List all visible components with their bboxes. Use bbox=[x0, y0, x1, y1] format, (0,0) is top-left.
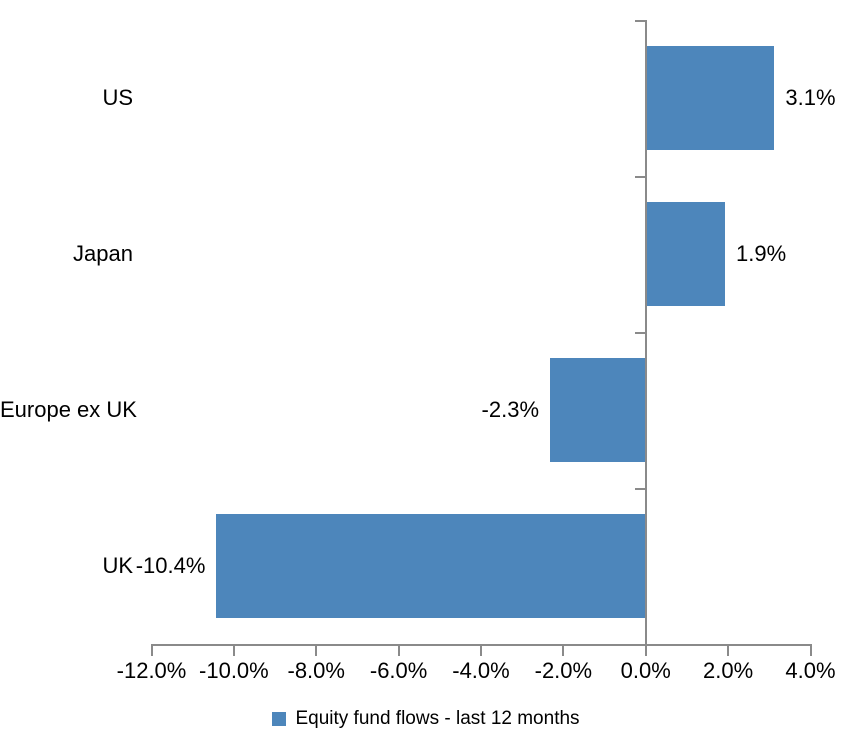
category-label: US bbox=[102, 85, 133, 110]
x-axis-tick-label: -6.0% bbox=[369, 658, 428, 683]
x-axis-tick-label: 4.0% bbox=[785, 658, 836, 683]
bar-uk bbox=[216, 514, 645, 618]
x-axis-tick bbox=[315, 646, 318, 656]
value-label: -2.3% bbox=[481, 397, 540, 422]
x-axis-tick-label: -8.0% bbox=[287, 658, 345, 683]
bar-us bbox=[646, 46, 775, 150]
x-axis-tick-label: -10.0% bbox=[199, 658, 269, 683]
x-axis-tick bbox=[562, 646, 565, 656]
value-label: 1.9% bbox=[736, 241, 787, 266]
x-axis-tick bbox=[809, 646, 812, 656]
legend-series-swatch bbox=[272, 712, 287, 726]
x-axis-tick bbox=[644, 646, 647, 656]
bar-japan bbox=[646, 202, 725, 306]
y-axis-tick bbox=[634, 332, 645, 334]
x-axis-tick-label: 2.0% bbox=[703, 658, 754, 683]
value-label: 3.1% bbox=[785, 85, 836, 110]
y-axis-tick bbox=[634, 20, 645, 22]
x-axis-tick bbox=[397, 646, 400, 656]
x-axis-tick-label: -12.0% bbox=[116, 658, 187, 683]
category-label: UK bbox=[102, 553, 133, 578]
y-axis-line bbox=[644, 20, 647, 655]
legend: Equity fund flows - last 12 months bbox=[0, 703, 852, 735]
value-label: -10.4% bbox=[135, 553, 206, 578]
x-axis-tick-label: -2.0% bbox=[534, 658, 593, 683]
y-axis-tick bbox=[634, 176, 645, 178]
category-label: Japan bbox=[73, 241, 133, 266]
y-axis-tick bbox=[634, 488, 645, 490]
x-axis-tick-label: 0.0% bbox=[620, 658, 671, 683]
x-axis-line bbox=[150, 644, 812, 646]
x-axis-tick bbox=[480, 646, 482, 656]
x-axis-tick bbox=[150, 646, 153, 656]
bar-europe-ex-uk bbox=[550, 358, 645, 462]
x-axis-tick bbox=[232, 646, 235, 656]
y-axis-tick bbox=[634, 644, 645, 646]
category-label: Europe ex UK bbox=[0, 397, 137, 422]
legend-series-label: Equity fund flows - last 12 months bbox=[295, 708, 580, 729]
x-axis-tick bbox=[727, 646, 730, 656]
x-axis-tick-label: -4.0% bbox=[452, 658, 510, 683]
